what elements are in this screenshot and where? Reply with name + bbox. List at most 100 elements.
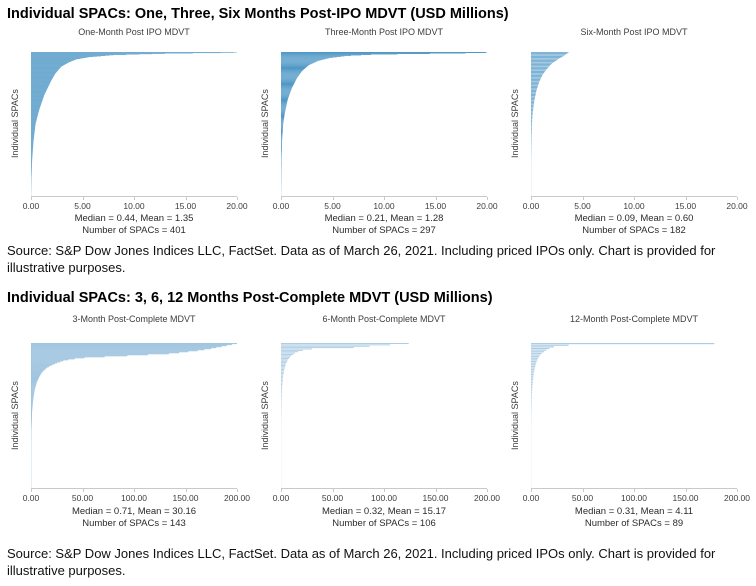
x-tick-label: 150.00 [172,493,199,503]
x-tick-label: 100.00 [121,493,147,503]
y-axis-label: Individual SPACs [10,381,20,450]
x-tick-label: 10.00 [373,201,395,211]
stats-median-mean: Median = 0.71, Mean = 30.16 [71,506,197,517]
section-title-post-complete: Individual SPACs: 3, 6, 12 Months Post-C… [7,290,493,306]
plot-area [281,343,488,492]
x-tick-label: 15.00 [174,201,197,211]
x-tick-label: 0.00 [22,493,40,503]
y-axis-label: Individual SPACs [260,381,270,450]
bars-svg [31,52,237,196]
x-tick-mark [134,197,135,200]
x-tick-mark [281,489,282,492]
x-tick-mark [737,489,738,492]
x-tick-mark [685,197,687,200]
plot-area [31,343,238,492]
x-tick-label: 20.00 [726,201,748,211]
x-tick-label: 0.00 [272,201,290,211]
x-tick-mark [237,489,238,492]
stats-count: Number of SPACs = 143 [82,518,186,529]
x-tick-mark [435,197,437,200]
bars-svg [281,343,409,488]
x-tick-label: 50.00 [321,493,344,503]
x-tick-mark [332,489,334,492]
x-tick-mark [737,197,738,200]
chart-6-month-post-complete: 6-Month Post-Complete MDVT Individual SP… [250,310,502,536]
x-tick-mark [185,489,187,492]
x-tick-label: 0.00 [522,493,540,503]
x-tick-mark [487,197,488,200]
bars-svg [31,343,237,488]
x-tick-label: 10.00 [123,201,145,211]
x-tick-mark [332,197,334,200]
x-tick-mark [384,489,385,492]
stats-median-mean: Median = 0.09, Mean = 0.60 [574,213,694,224]
y-axis-label: Individual SPACs [260,89,270,159]
x-tick-label: 200.00 [724,493,750,503]
x-tick-label: 5.00 [74,201,91,211]
stats-median-mean: Median = 0.32, Mean = 15.17 [321,506,447,517]
stats-median-mean: Median = 0.44, Mean = 1.35 [74,213,194,224]
x-tick-mark [134,489,135,492]
y-axis-label: Individual SPACs [510,89,520,159]
chart-title: Six-Month Post IPO MDVT [580,27,688,37]
source-note-top: Source: S&P Dow Jones Indices LLC, FactS… [7,243,716,275]
plot-area [281,52,488,200]
x-tick-mark [31,197,32,200]
x-tick-label: 50.00 [71,493,94,503]
x-tick-mark [582,489,584,492]
source-note-bottom: Source: S&P Dow Jones Indices LLC, FactS… [7,546,716,578]
x-tick-label: 200.00 [474,493,500,503]
x-tick-label: 200.00 [224,493,250,503]
stats-median-mean: Median = 0.21, Mean = 1.28 [324,213,444,224]
x-tick-mark [634,489,635,492]
stats-count: Number of SPACs = 89 [584,518,684,529]
bars-svg [531,52,569,196]
x-tick-label: 5.00 [574,201,591,211]
stats-median-mean: Median = 0.31, Mean = 4.11 [574,506,694,517]
chart-title: One-Month Post IPO MDVT [78,27,190,37]
stats-count: Number of SPACs = 182 [582,225,686,236]
x-tick-mark [487,489,488,492]
x-tick-label: 150.00 [422,493,449,503]
x-tick-mark [384,197,385,200]
x-tick-mark [185,197,187,200]
x-tick-mark [82,197,84,200]
x-tick-mark [531,197,532,200]
stats-count: Number of SPACs = 401 [82,225,186,236]
stats-count: Number of SPACs = 106 [332,518,436,529]
x-tick-label: 15.00 [674,201,697,211]
x-tick-label: 0.00 [272,493,290,503]
plot-area [31,52,238,200]
x-tick-label: 0.00 [522,201,540,211]
plot-area [531,343,738,492]
x-tick-label: 5.00 [324,201,341,211]
x-tick-mark [435,489,437,492]
x-tick-label: 15.00 [424,201,447,211]
bars-svg [281,52,487,196]
x-tick-mark [82,489,84,492]
x-tick-label: 20.00 [226,201,248,211]
chart-title: Three-Month Post IPO MDVT [324,27,444,37]
x-tick-mark [634,197,635,200]
x-tick-label: 50.00 [571,493,594,503]
x-tick-label: 0.00 [22,201,40,211]
x-tick-mark [582,197,584,200]
x-tick-mark [237,197,238,200]
chart-3-month-post-complete: 3-Month Post-Complete MDVT Individual SP… [0,310,252,536]
x-tick-label: 20.00 [476,201,498,211]
y-axis-label: Individual SPACs [10,89,20,159]
x-tick-label: 100.00 [371,493,397,503]
chart-12-month-post-complete: 12-Month Post-Complete MDVT Individual S… [500,310,752,536]
x-tick-mark [531,489,532,492]
x-tick-label: 10.00 [623,201,645,211]
x-tick-label: 100.00 [621,493,647,503]
stats-count: Number of SPACs = 297 [332,225,436,236]
chart-title: 3-Month Post-Complete MDVT [72,314,196,324]
x-tick-mark [685,489,687,492]
x-tick-label: 150.00 [672,493,699,503]
chart-three-month-post-ipo: Three-Month Post IPO MDVT Individual SPA… [250,26,502,252]
y-axis-label: Individual SPACs [510,381,520,450]
bars-svg [531,343,715,488]
x-tick-mark [281,197,282,200]
